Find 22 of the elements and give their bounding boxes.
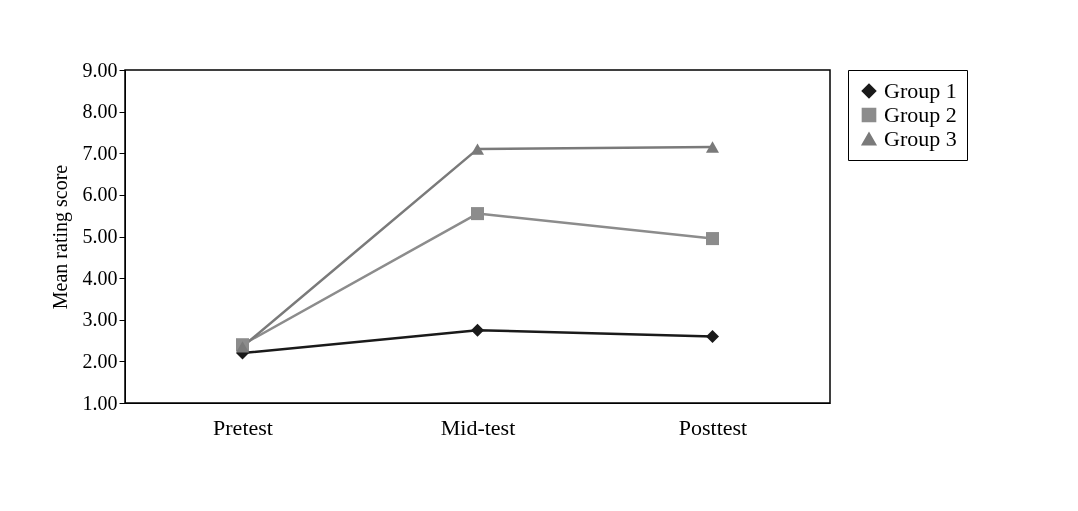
y-axis-title: Mean rating score [48,164,72,310]
y-tick-label: 1.00 [82,391,118,414]
point [470,207,485,221]
y-tick-label: 5.00 [82,225,118,247]
x-tick-label: Posttest [678,414,748,440]
x-tick-label: Mid-test [440,414,516,440]
point [705,232,720,246]
point [470,323,485,337]
point [705,329,720,343]
y-tick-label: 3.00 [82,308,118,331]
legend-label: Group 3 [884,126,957,151]
point [470,143,485,155]
x-tick-label: Pretest [213,414,273,440]
y-tick-label: 9.00 [82,58,118,81]
y-tick-label: 7.00 [82,141,118,164]
point [705,141,720,153]
y-tick-label: 8.00 [82,100,118,123]
y-tick-label: 4.00 [82,266,118,289]
y-tick-label: 2.00 [82,349,118,372]
y-tick-label: 6.00 [82,183,118,206]
legend-label: Group 2 [884,102,957,127]
legend-label: Group 1 [884,78,957,103]
